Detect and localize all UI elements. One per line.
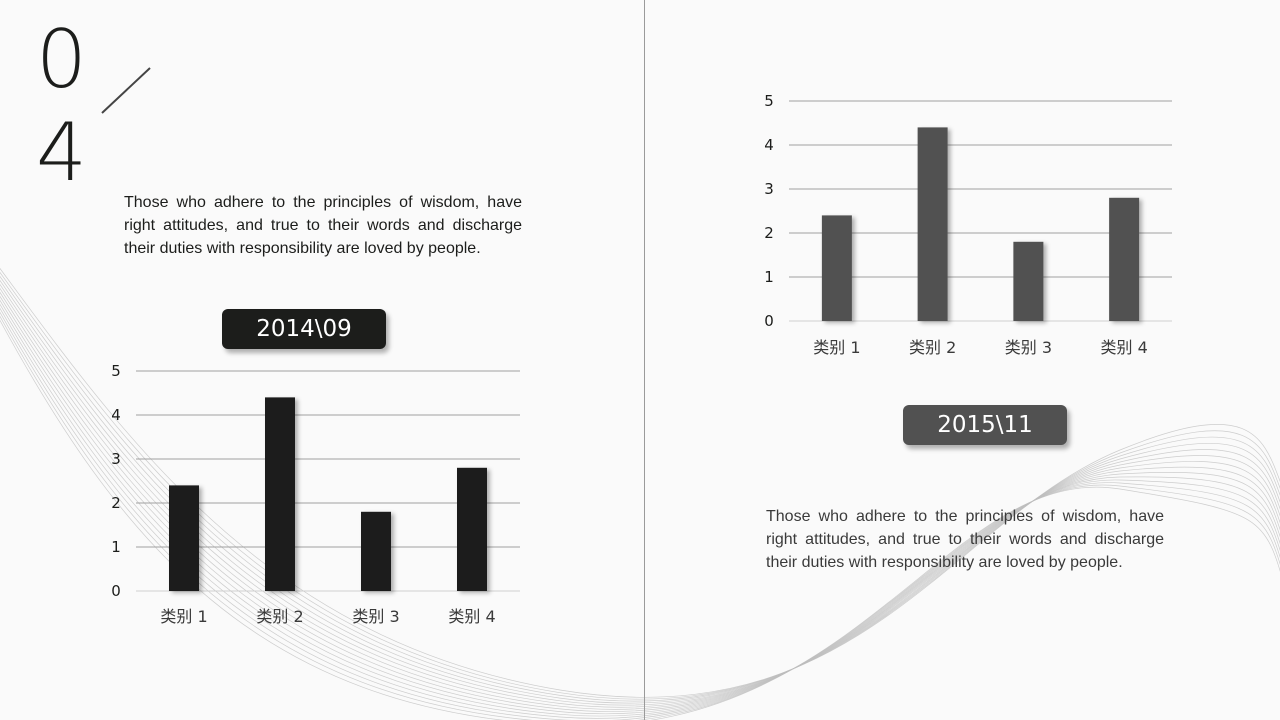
section-number-top: 0 xyxy=(36,13,87,106)
bar xyxy=(1013,241,1044,321)
section-number-bottom: 4 xyxy=(36,106,87,199)
x-category-label: 类别 4 xyxy=(448,607,495,626)
y-tick-label: 0 xyxy=(764,312,774,330)
paragraph-left: Those who adhere to the principles of wi… xyxy=(124,194,522,257)
y-tick-label: 4 xyxy=(764,136,774,154)
y-tick-label: 1 xyxy=(764,268,774,286)
x-category-label: 类别 3 xyxy=(352,607,399,626)
y-tick-label: 2 xyxy=(111,494,121,512)
x-category-label: 类别 4 xyxy=(1100,338,1147,357)
bar xyxy=(1109,197,1140,321)
paragraph-right: Those who adhere to the principles of wi… xyxy=(766,508,1164,571)
y-tick-label: 4 xyxy=(111,406,121,424)
y-tick-label: 3 xyxy=(764,180,774,198)
diagonal-slash xyxy=(101,67,151,114)
bar xyxy=(821,215,852,321)
x-category-label: 类别 2 xyxy=(909,338,956,357)
x-category-label: 类别 2 xyxy=(256,607,303,626)
bar xyxy=(361,511,391,591)
y-tick-label: 2 xyxy=(764,224,774,242)
y-tick-label: 5 xyxy=(111,362,121,380)
bar xyxy=(169,485,199,591)
x-category-label: 类别 1 xyxy=(160,607,207,626)
bar xyxy=(917,127,948,322)
x-category-label: 类别 3 xyxy=(1005,338,1052,357)
date-badge-right: 2015\11 xyxy=(903,405,1067,445)
center-divider xyxy=(644,0,645,720)
y-tick-label: 1 xyxy=(111,538,121,556)
y-tick-label: 3 xyxy=(111,450,121,468)
bar xyxy=(265,397,295,591)
y-tick-label: 0 xyxy=(111,582,121,600)
y-tick-label: 5 xyxy=(764,92,774,110)
bar xyxy=(457,467,487,591)
x-category-label: 类别 1 xyxy=(813,338,860,357)
date-badge-left: 2014\09 xyxy=(222,309,386,349)
